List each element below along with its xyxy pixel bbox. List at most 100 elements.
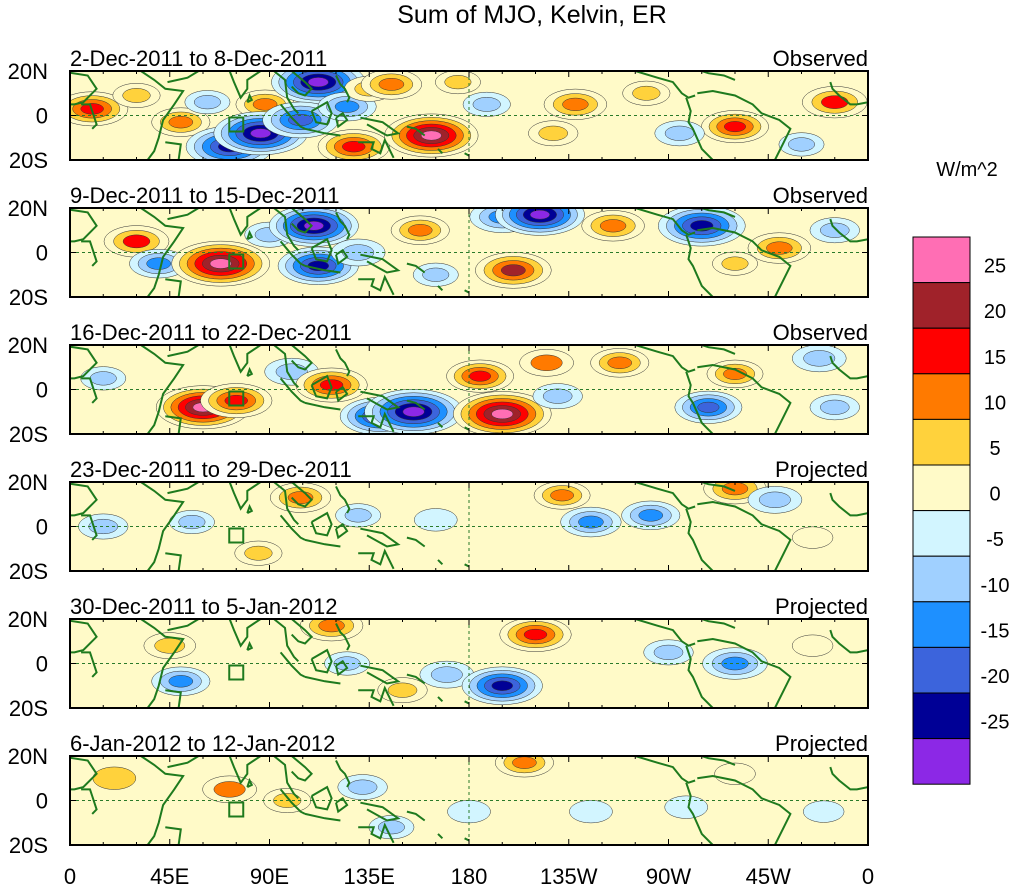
colorbar-swatch [912, 510, 971, 557]
coastlines [70, 71, 868, 160]
coastline [140, 71, 185, 160]
coastline [360, 527, 401, 548]
colorbar-label: 20 [984, 301, 1006, 323]
coastline [335, 522, 349, 540]
coastlines [70, 619, 868, 708]
coastlines [70, 482, 868, 571]
coastline [335, 485, 351, 514]
coastline [697, 500, 792, 571]
coastline [167, 71, 200, 84]
y-tick-label: 0 [36, 789, 48, 814]
coastline [685, 371, 714, 434]
y-tick-label: 0 [36, 652, 48, 677]
y-tick-label: 20N [8, 333, 48, 358]
coastline [273, 208, 300, 251]
coastlines [70, 345, 868, 434]
panel-type-label: Observed [773, 320, 868, 345]
panel-3: 20N 0 20S 16-Dec-2011 to 22-Dec-2011 Observe… [8, 320, 869, 447]
anomaly-field [92, 756, 845, 840]
coastline [829, 766, 868, 791]
coastline [635, 345, 696, 373]
coastline [165, 141, 182, 160]
anomaly-contour [803, 800, 845, 823]
coastline [310, 785, 333, 811]
panel-date-range: 16-Dec-2011 to 22-Dec-2011 [70, 320, 352, 345]
coastline [310, 237, 333, 263]
coastline [685, 645, 714, 708]
x-tick-label: 135W [540, 864, 598, 889]
y-tick-label: 20S [9, 833, 48, 858]
coastline [635, 619, 696, 647]
coastline [279, 788, 306, 815]
y-tick-label: 0 [36, 104, 48, 129]
anomaly-contour [334, 100, 360, 113]
anomaly-contour [653, 644, 684, 660]
coastline [246, 503, 254, 514]
anomaly-contour [168, 116, 194, 129]
anomaly-contour [318, 619, 345, 633]
coastline [685, 782, 714, 845]
coastline [358, 548, 395, 570]
coastline [697, 89, 792, 160]
coastline [701, 71, 736, 81]
colorbar-swatch [912, 418, 971, 466]
anomaly-contour [414, 508, 458, 532]
coastline [697, 637, 792, 708]
colorbar-swatch [912, 373, 971, 420]
coastline [335, 111, 349, 129]
coastline [437, 559, 444, 566]
colorbar-label: -5 [986, 529, 1004, 551]
anomaly-contour [724, 121, 746, 133]
colorbar-label: -25 [981, 712, 1010, 734]
coastline [335, 760, 351, 788]
anomaly-contour [378, 78, 405, 91]
y-tick-label: 20N [8, 59, 48, 84]
coastline [464, 563, 470, 568]
coastline [701, 619, 736, 629]
coastline [70, 482, 98, 517]
panel-4: 20N 0 20S 23-Dec-2011 to 29-Dec-2011 Project… [8, 457, 869, 584]
x-tick-label: 45E [150, 864, 189, 889]
coastline [635, 71, 696, 99]
coastline [167, 345, 200, 358]
anomaly-contour [444, 75, 472, 90]
coastline [635, 208, 696, 236]
coastline [685, 234, 714, 297]
x-tick-label: 90E [250, 864, 289, 889]
coastline [437, 148, 444, 155]
coastline [310, 100, 333, 126]
x-tick-label: 180 [451, 864, 488, 889]
x-tick-label: 90W [646, 864, 691, 889]
coastline [360, 390, 401, 411]
anomaly-contour [529, 209, 550, 220]
colorbar: W/m^2 25 20 15 10 5 0 -5 -10 -15 -20 -25 [912, 159, 1010, 785]
coastline [701, 208, 736, 218]
coastline [70, 619, 98, 654]
coastline [358, 822, 395, 844]
y-tick-label: 0 [36, 241, 48, 266]
coastline [279, 240, 306, 267]
anomaly-contour [342, 141, 366, 153]
coastline [167, 756, 200, 769]
coastline [167, 482, 200, 495]
coastline [273, 345, 300, 388]
coastline [290, 71, 314, 97]
coastline [685, 97, 714, 160]
anomaly-contour [697, 401, 720, 413]
anomaly-contour [766, 241, 793, 255]
coastline [246, 640, 254, 651]
coastline [310, 374, 333, 400]
coastline [216, 208, 262, 237]
coastline [358, 274, 395, 296]
coastline [165, 552, 182, 571]
coastline [829, 629, 868, 654]
coastline [273, 71, 300, 114]
coastline [358, 137, 395, 159]
coastline [290, 208, 314, 234]
x-axis: 0 45E 90E 135E 180 135W 90W 45W 0 [64, 864, 874, 889]
y-tick-label: 20S [9, 148, 48, 173]
y-tick-label: 0 [36, 515, 48, 540]
colorbar-label: 10 [984, 392, 1006, 414]
coastline [165, 278, 182, 297]
panel-date-range: 6-Jan-2012 to 12-Jan-2012 [70, 731, 335, 756]
